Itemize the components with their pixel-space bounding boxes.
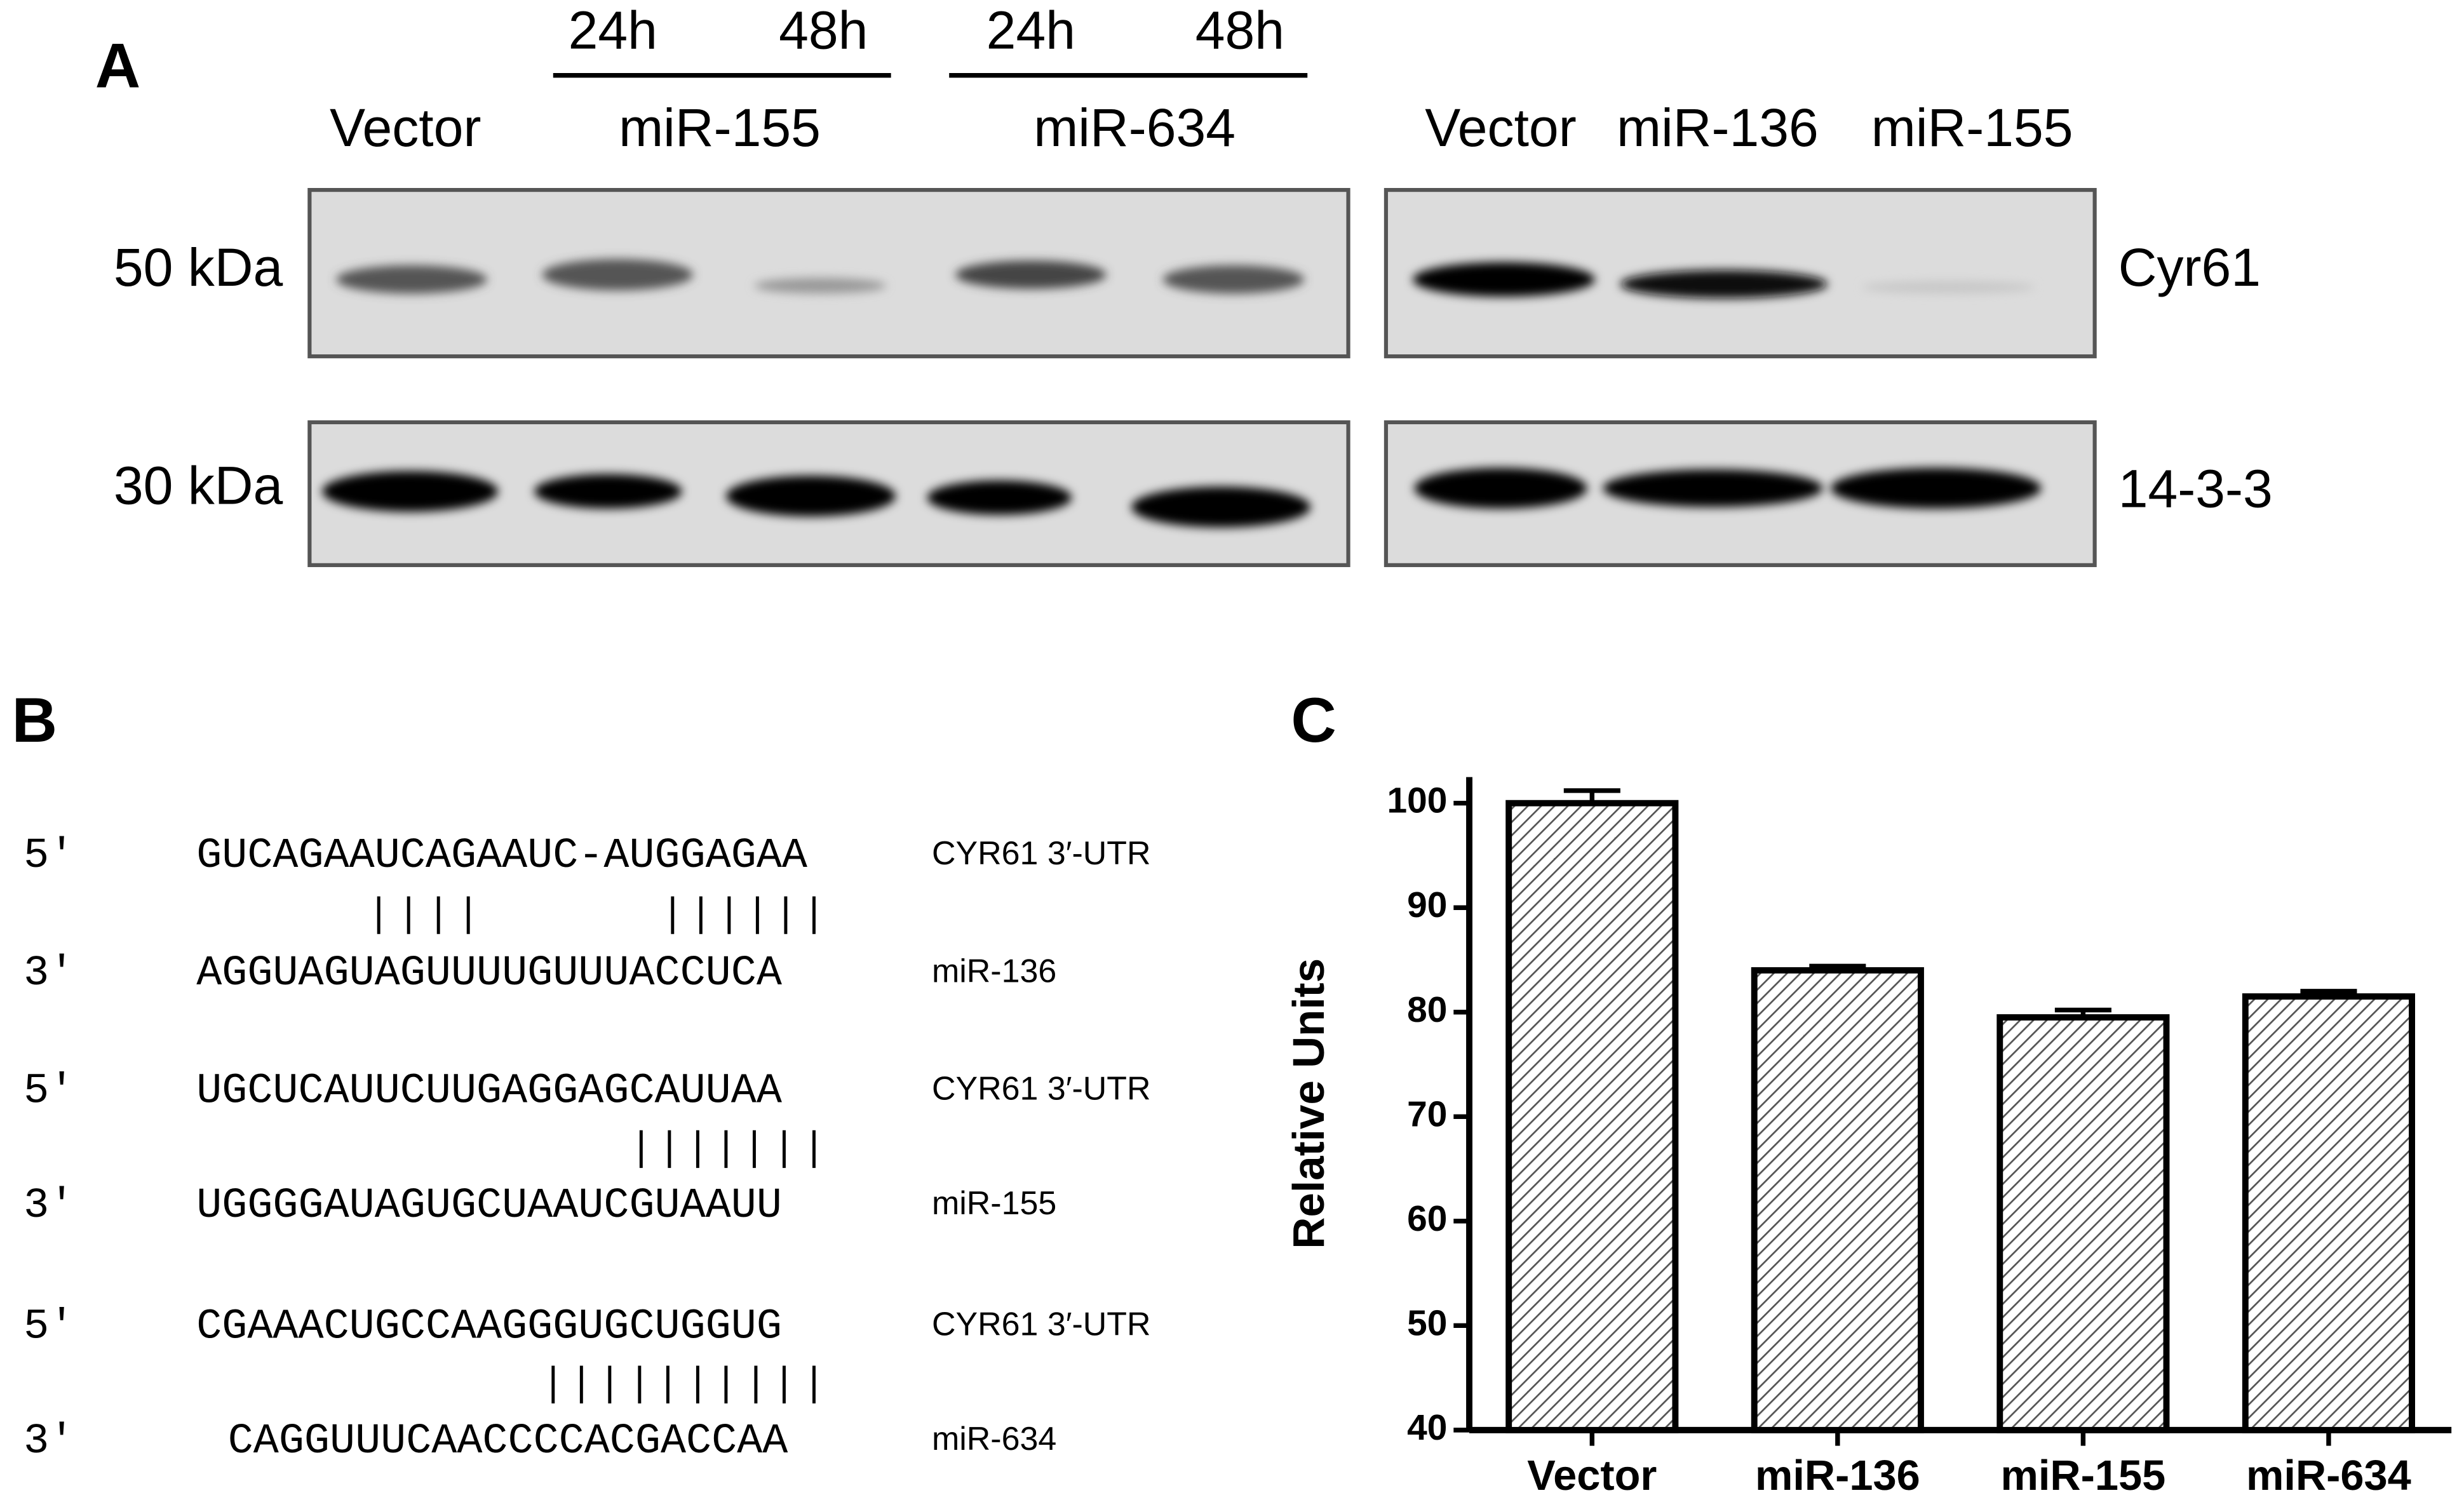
pairing-bars <box>377 896 816 1403</box>
error-bar <box>1809 963 1866 970</box>
marker-label: 30 kDa <box>114 455 283 515</box>
band <box>1831 467 2042 509</box>
sequence-name: miR-136 <box>932 953 1056 989</box>
strand-end: 5' <box>24 832 74 880</box>
band <box>1862 281 2035 294</box>
sequence: UGCUCAUUCUUGAGGAGCAUUAA <box>196 1068 783 1116</box>
y-tick-label: 90 <box>1407 885 1447 925</box>
sequence: AGGUAGUAGUUUUGUUUACCUCA <box>196 949 783 998</box>
x-tick-label: miR-136 <box>1755 1452 1920 1499</box>
protein-label: 14-3-3 <box>2118 459 2273 518</box>
strand-end: 5' <box>24 1303 74 1351</box>
bar <box>1996 1014 2170 1433</box>
panel-label: A <box>95 30 140 100</box>
y-tick-label: 50 <box>1407 1303 1447 1343</box>
lane-label: Vector <box>330 98 481 157</box>
band <box>1414 467 1587 509</box>
band <box>1162 265 1305 294</box>
sequence-name: CYR61 3′-UTR <box>932 835 1151 872</box>
lane-label: miR-155 <box>619 98 821 157</box>
band <box>1603 469 1823 507</box>
error-bar <box>2054 1007 2111 1017</box>
protein-label: Cyr61 <box>2118 238 2261 297</box>
strand-end: 3' <box>24 949 74 998</box>
band <box>322 471 499 512</box>
pair-lines <box>377 896 816 934</box>
x-tick-label: miR-155 <box>2000 1452 2165 1499</box>
y-tick-label: 80 <box>1407 990 1447 1030</box>
sequence-name: miR-155 <box>932 1185 1056 1222</box>
band <box>336 265 487 294</box>
marker-label: 50 kDa <box>114 238 283 297</box>
x-tick-label: Vector <box>1527 1452 1657 1499</box>
band <box>534 474 682 509</box>
panel-label: B <box>12 685 57 755</box>
time-label: 24h <box>569 1 657 60</box>
sequence-name: miR-634 <box>932 1421 1056 1457</box>
sequence: CGAAACUGCCAAGGGUGCUGGUG <box>196 1303 782 1351</box>
band <box>542 258 693 291</box>
sequence: CAGGUUUCAACCCCACGACCAA <box>228 1417 789 1466</box>
y-tick-label: 40 <box>1407 1408 1447 1448</box>
lane-label: miR-155 <box>1871 98 2073 157</box>
error-bar <box>1563 788 1620 803</box>
sequence: GUCAGAAUCAGAAUC-AUGGAGAA <box>196 832 808 880</box>
pair-lines <box>551 1365 816 1403</box>
lane-label: Vector <box>1425 98 1576 157</box>
strand-end: 5' <box>24 1068 74 1116</box>
sequence-name: CYR61 3′-UTR <box>932 1306 1151 1343</box>
band <box>725 475 896 517</box>
band <box>927 480 1072 515</box>
time-label: 24h <box>986 1 1075 60</box>
panel-label: C <box>1291 685 1336 755</box>
bar <box>2242 993 2416 1433</box>
lane-label: miR-136 <box>1617 98 1819 157</box>
y-tick-label: 70 <box>1407 1094 1447 1134</box>
y-tick-label: 100 <box>1387 781 1448 821</box>
band <box>1412 262 1595 297</box>
band <box>754 278 887 294</box>
x-tick-label: miR-634 <box>2246 1452 2411 1499</box>
band <box>955 260 1107 289</box>
lane-label: miR-634 <box>1033 98 1235 157</box>
band <box>1131 486 1311 528</box>
y-tick-label: 60 <box>1407 1199 1447 1239</box>
bar <box>1505 800 1679 1433</box>
bar <box>1751 967 1924 1433</box>
error-bar <box>2300 989 2357 997</box>
time-label: 48h <box>779 1 868 60</box>
time-label: 48h <box>1195 1 1284 60</box>
band <box>1620 270 1828 298</box>
sequence: UGGGGAUAGUGCUAAUCGUAAUU <box>196 1182 782 1230</box>
strand-end: 3' <box>24 1417 74 1466</box>
strand-end: 3' <box>24 1182 74 1230</box>
sequence-name: CYR61 3′-UTR <box>932 1071 1151 1108</box>
pair-lines <box>639 1130 816 1169</box>
y-axis-label: Relative Units <box>1284 958 1333 1249</box>
blot-panel <box>307 72 2097 567</box>
